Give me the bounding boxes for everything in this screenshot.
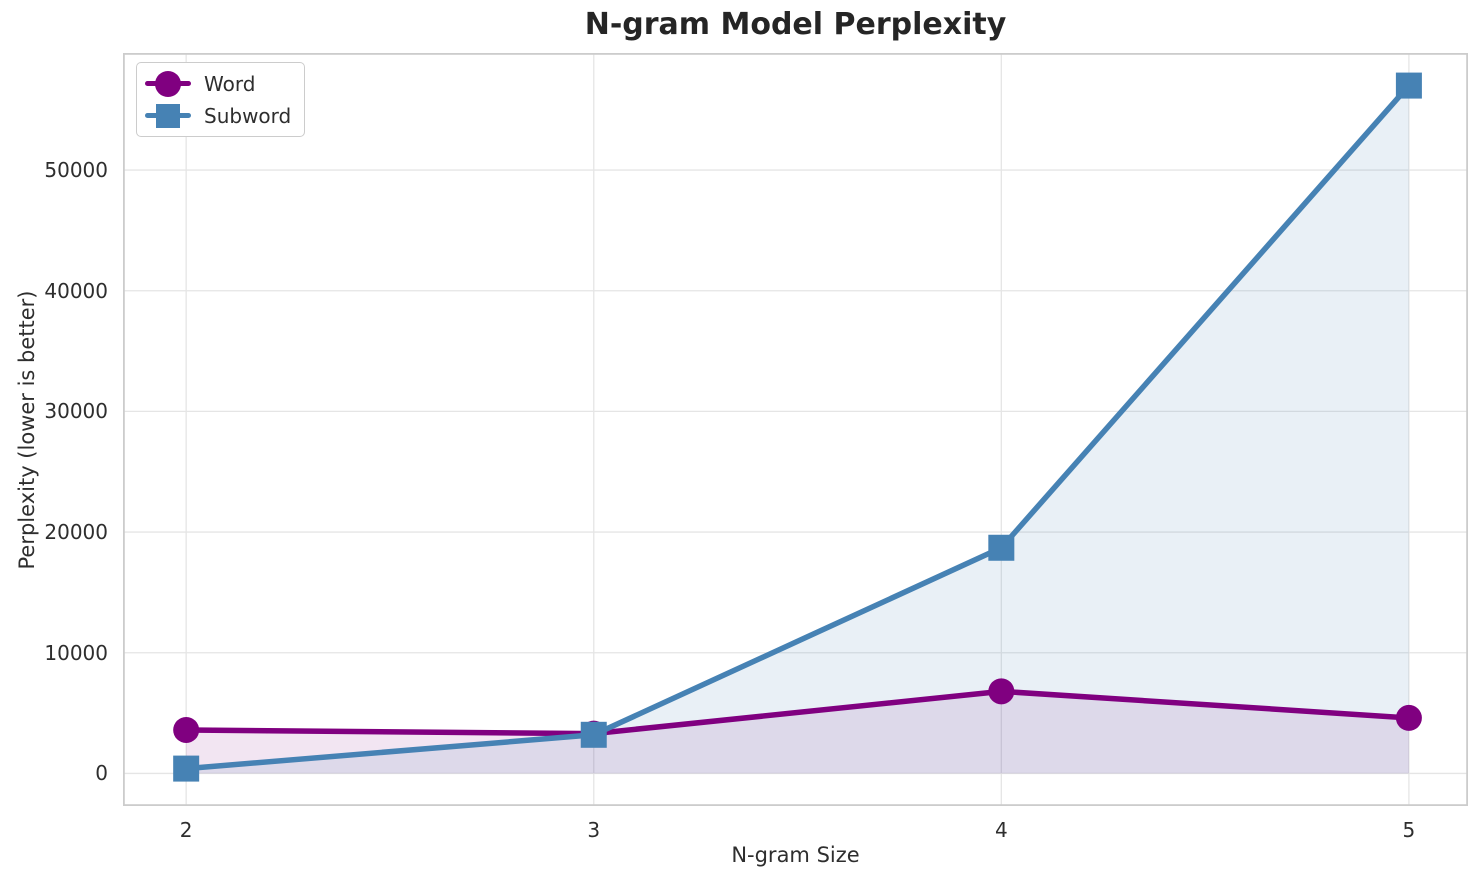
word-data-point: [173, 716, 200, 743]
square-marker-icon: [156, 103, 180, 128]
word-area-fill: [186, 691, 1409, 774]
x-tick-label: 3: [587, 818, 601, 842]
chart-title: N-gram Model Perplexity: [584, 7, 1007, 42]
subword-data-point: [173, 755, 200, 782]
subword-line-square-marker-icon: [145, 102, 191, 130]
subword-data-point: [1395, 72, 1422, 99]
subword-area-fill: [186, 85, 1409, 774]
plot-area: Word Subword: [123, 53, 1468, 806]
y-tick-label: 50000: [44, 158, 108, 183]
y-tick-label: 0: [95, 761, 108, 786]
subword-line: [183, 82, 1412, 772]
x-axis-label: N-gram Size: [731, 843, 860, 867]
y-axis-label: Perplexity (lower is better): [15, 290, 39, 570]
legend-item-word: Word: [145, 68, 291, 99]
legend-label: Subword: [204, 103, 292, 128]
word-line: [183, 688, 1412, 737]
word-data-point: [1395, 704, 1422, 731]
circle-marker-icon: [155, 70, 181, 97]
legend-item-subword: Subword: [145, 100, 291, 131]
x-tick-label: 5: [1402, 818, 1416, 842]
x-tick-label: 4: [994, 818, 1008, 842]
y-tick-label: 10000: [44, 640, 108, 665]
plot-canvas: [123, 53, 1468, 806]
word-line-circle-marker-icon: [145, 70, 191, 98]
axes-spines: [123, 53, 1468, 806]
word-data-point: [988, 678, 1015, 705]
subword-data-point: [988, 534, 1015, 561]
legend[interactable]: Word Subword: [136, 62, 306, 137]
x-tick-label: 2: [179, 818, 193, 842]
subword-data-point: [580, 721, 607, 748]
legend-label: Word: [204, 71, 256, 96]
